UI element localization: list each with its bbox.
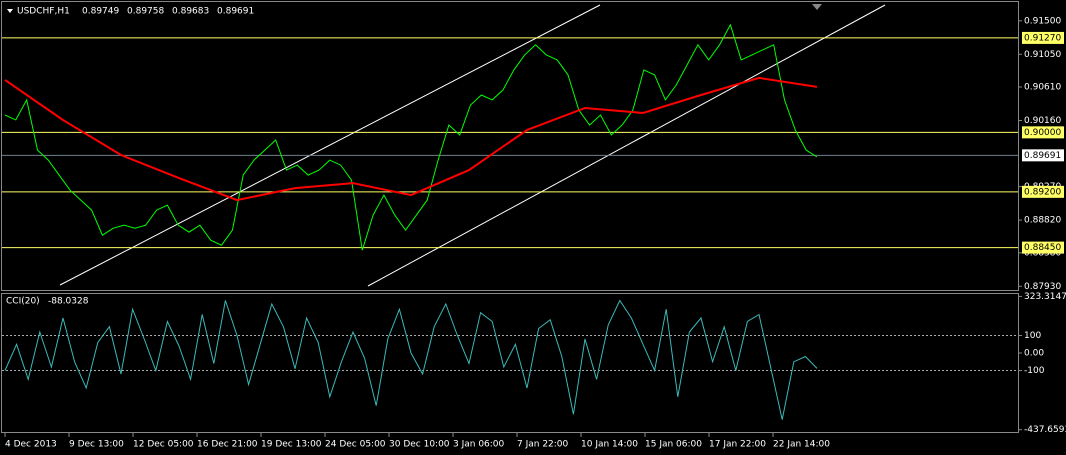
x-tick-label: 3 Jan 06:00 bbox=[453, 440, 505, 450]
series-line bbox=[4, 299, 818, 420]
ohlc-value: 0.89749 bbox=[82, 7, 119, 17]
menu-arrow bbox=[7, 9, 13, 13]
chart-title: USDCHF,H1 bbox=[17, 7, 70, 17]
last-price-box bbox=[1022, 149, 1064, 162]
x-tick-label: 4 Dec 2013 bbox=[5, 440, 57, 450]
y-tick-label: 0.00 bbox=[1024, 349, 1044, 359]
x-tick-label: 10 Jan 14:00 bbox=[581, 440, 638, 450]
y-tick-label: 323.3147 bbox=[1024, 292, 1066, 302]
ohlc-value: 0.89758 bbox=[127, 7, 164, 17]
y-tick-label: -437.6593 bbox=[1024, 425, 1066, 435]
level-label: 0.90000 bbox=[1024, 128, 1061, 138]
level-label-box bbox=[1022, 241, 1064, 254]
y-tick-label: 0.91500 bbox=[1024, 16, 1061, 26]
level-label: 0.89200 bbox=[1024, 187, 1061, 197]
series-line bbox=[4, 76, 818, 202]
level-label: 0.88450 bbox=[1024, 243, 1061, 253]
channel-line bbox=[367, 4, 886, 287]
indicator-title: CCI(20) bbox=[6, 297, 40, 307]
x-tick-label: 12 Dec 05:00 bbox=[133, 440, 194, 450]
level-label: 0.91270 bbox=[1024, 33, 1061, 43]
x-tick-label: 30 Dec 10:00 bbox=[389, 440, 450, 450]
indicator-value: -88.0328 bbox=[48, 297, 89, 307]
y-tick-label: 0.87930 bbox=[1024, 282, 1061, 292]
shift-marker bbox=[812, 4, 822, 10]
x-tick-label: 17 Jan 22:00 bbox=[709, 440, 766, 450]
x-tick-label: 15 Jan 06:00 bbox=[645, 440, 702, 450]
level-label-box bbox=[1022, 185, 1064, 198]
channel-line bbox=[59, 4, 601, 286]
y-tick-label: 0.90610 bbox=[1024, 83, 1061, 93]
level-label-box bbox=[1022, 126, 1064, 139]
x-tick-label: 9 Dec 13:00 bbox=[69, 440, 124, 450]
cci-panel-frame bbox=[1, 293, 1019, 433]
y-tick-label: 0.91050 bbox=[1024, 50, 1061, 60]
series-line bbox=[4, 23, 818, 251]
y-tick-label: 0.90160 bbox=[1024, 116, 1061, 126]
ohlc-value: 0.89683 bbox=[172, 7, 209, 17]
x-tick-label: 19 Dec 13:00 bbox=[261, 440, 322, 450]
x-tick-label: 16 Dec 21:00 bbox=[197, 440, 258, 450]
level-label-box bbox=[1022, 31, 1064, 44]
x-tick-label: 7 Jan 22:00 bbox=[517, 440, 569, 450]
ohlc-value: 0.89691 bbox=[217, 7, 254, 17]
x-tick-label: 24 Dec 05:00 bbox=[325, 440, 386, 450]
x-tick-label: 22 Jan 14:00 bbox=[773, 440, 830, 450]
y-tick-label: 0.88820 bbox=[1024, 216, 1061, 226]
y-tick-label: 100 bbox=[1024, 331, 1041, 341]
price-panel-frame bbox=[1, 1, 1019, 291]
y-tick-label: -100 bbox=[1024, 366, 1045, 376]
last-price-label: 0.89691 bbox=[1024, 151, 1061, 161]
